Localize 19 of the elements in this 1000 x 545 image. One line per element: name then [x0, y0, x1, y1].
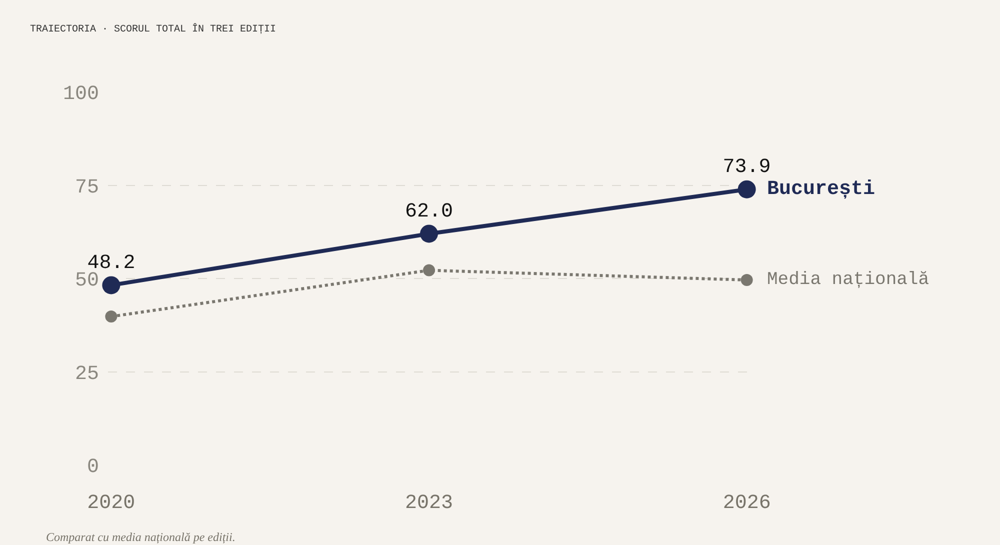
chart-title: TRAIECTORIA · SCORUL TOTAL ÎN TREI EDIȚII — [30, 22, 276, 36]
x-tick-label: 2023 — [404, 492, 454, 515]
point — [102, 276, 120, 294]
series-label: Media națională — [767, 270, 930, 290]
data-label: 62.0 — [404, 200, 454, 224]
point — [740, 274, 753, 286]
point — [105, 310, 118, 323]
x-tick-label: 2020 — [87, 492, 136, 515]
data-label: 73.9 — [722, 156, 771, 180]
y-tick-label: 100 — [62, 83, 99, 106]
text: Comparat cu media națională pe ediții. — [46, 530, 236, 544]
series-label: București — [767, 178, 876, 201]
y-tick-label: 25 — [74, 362, 99, 386]
point — [423, 264, 435, 276]
point — [420, 224, 438, 243]
y-tick-label: 0 — [86, 456, 99, 479]
y-tick-label: 75 — [74, 176, 99, 200]
point — [738, 180, 756, 198]
x-tick-label: 2026 — [722, 492, 771, 515]
